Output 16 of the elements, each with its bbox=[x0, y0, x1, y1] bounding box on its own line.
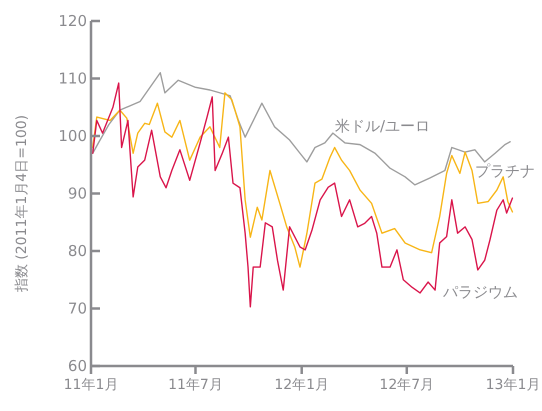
x-tick-label: 12年7月 bbox=[379, 377, 434, 393]
y-tick-label: 60 bbox=[68, 357, 87, 375]
y-axis-title: 指数 (2011年1月4日=100) bbox=[14, 114, 30, 294]
series-label: パラジウム bbox=[442, 283, 518, 301]
y-tick-label: 110 bbox=[58, 70, 87, 88]
y-tick-label: 90 bbox=[68, 184, 87, 202]
y-tick-label: 120 bbox=[58, 12, 87, 30]
x-tick-label: 11年1月 bbox=[64, 377, 118, 393]
y-tick-label: 80 bbox=[68, 242, 87, 260]
x-tick-label: 12年1月 bbox=[274, 377, 330, 393]
x-tick-label: 11年7月 bbox=[168, 377, 223, 393]
series-label: プラチナ bbox=[475, 162, 535, 180]
series-label: 米ドル/ユーロ bbox=[335, 117, 430, 135]
x-tick-label: 13年1月 bbox=[486, 377, 540, 393]
y-tick-label: 70 bbox=[68, 300, 87, 318]
y-tick-label: 100 bbox=[58, 127, 87, 145]
